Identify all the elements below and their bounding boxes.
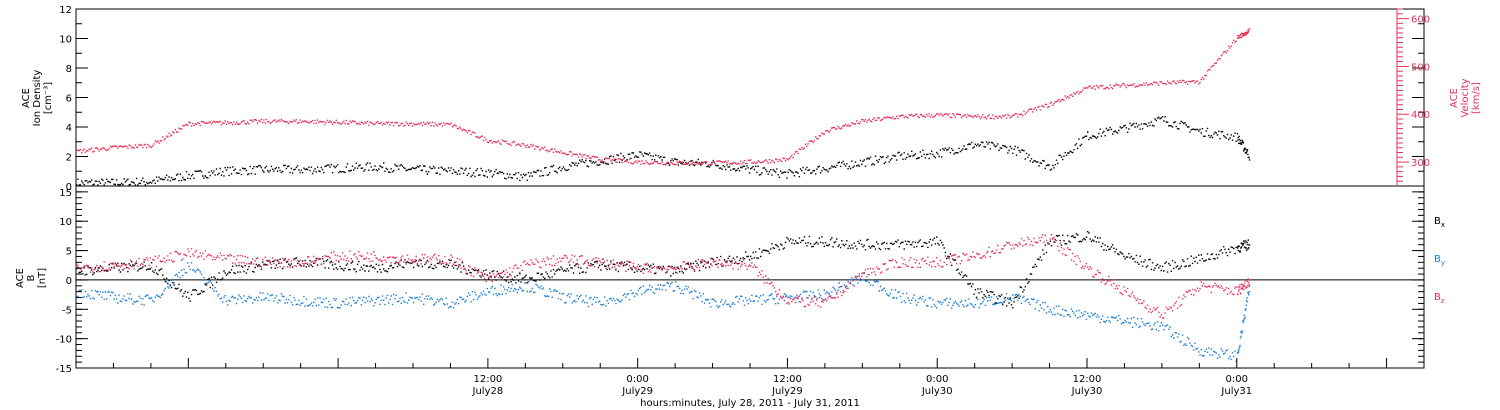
- bx-points: [76, 231, 1251, 309]
- velocity-tick-label: 600: [1411, 15, 1430, 26]
- x-tick-date-label: July29: [621, 386, 653, 397]
- velocity-tick-label: 500: [1411, 62, 1430, 73]
- bottom-panel-frame: [75, 185, 1425, 369]
- velocity-axis-title-line: [km/s]: [1471, 82, 1482, 114]
- velocity-tick-label: 400: [1411, 110, 1430, 121]
- b-axis-title-line: ACE: [15, 268, 26, 288]
- b-axis-title: ACE B [nT]: [15, 268, 48, 288]
- velocity-axis-title: ACE Velocity [km/s]: [1449, 78, 1482, 117]
- legend-bz: Bz: [1434, 292, 1445, 305]
- x-tick-date-label: July30: [921, 386, 953, 397]
- x-tick-time-label: 12:00: [773, 374, 802, 385]
- density-axis-tick-label: 8: [66, 64, 72, 75]
- b-axis-tick-label: 5: [66, 247, 72, 258]
- density-axis-tick-label: 0: [66, 182, 72, 193]
- density-axis-title-line: Ion Density: [32, 70, 43, 127]
- x-tick-time-label: 0:00: [926, 374, 948, 385]
- density-axis-tick-label: 10: [59, 35, 72, 46]
- b-axis-tick-label: 15: [59, 188, 72, 199]
- density-axis-tick-label: 4: [66, 123, 72, 134]
- velocity-axis-title-line: Velocity: [1460, 78, 1471, 117]
- density-axis-title-line: [cm⁻³]: [43, 82, 54, 114]
- b-axis-tick-label: 10: [59, 217, 72, 228]
- density-axis-title-line: ACE: [21, 88, 32, 108]
- legend-bx: Bx: [1434, 216, 1445, 229]
- x-tick-date-label: July30: [1071, 386, 1103, 397]
- b-axis-tick-label: -15: [56, 364, 72, 375]
- ion-density-points: [76, 116, 1251, 186]
- density-axis-tick-label: 6: [66, 94, 72, 105]
- b-axis-title-line: [nT]: [37, 268, 48, 288]
- legend-by: By: [1434, 254, 1445, 267]
- x-tick-time-label: 12:00: [1073, 374, 1102, 385]
- velocity-tick-label: 300: [1411, 158, 1430, 169]
- x-tick-time-label: 0:00: [626, 374, 648, 385]
- legend-subscript: x: [1441, 221, 1445, 229]
- velocity-points: [76, 28, 1251, 166]
- b-axis-title-line: B: [26, 274, 37, 281]
- x-tick-date-label: July29: [771, 386, 803, 397]
- by-points: [76, 262, 1251, 362]
- legend-label: B: [1434, 216, 1441, 227]
- x-tick-date-label: July31: [1220, 386, 1252, 397]
- legend-label: B: [1434, 292, 1441, 303]
- legend-label: B: [1434, 254, 1441, 265]
- b-axis-tick-label: -10: [56, 335, 72, 346]
- b-axis-tick-label: 0: [66, 276, 72, 287]
- density-axis-tick-label: 2: [66, 153, 72, 164]
- density-axis-tick-label: 12: [59, 5, 72, 16]
- x-tick-time-label: 12:00: [473, 374, 502, 385]
- bz-points: [76, 234, 1251, 319]
- x-axis-title: hours:minutes, July 28, 2011 - July 31, …: [640, 398, 860, 409]
- velocity-axis-title-line: ACE: [1449, 88, 1460, 108]
- density-axis-title: ACE Ion Density [cm⁻³]: [21, 70, 54, 127]
- legend-subscript: y: [1441, 259, 1445, 267]
- x-tick-time-label: 0:00: [1226, 374, 1248, 385]
- legend-subscript: z: [1441, 297, 1445, 305]
- x-tick-date-label: July28: [472, 386, 504, 397]
- b-axis-tick-label: -5: [62, 305, 72, 316]
